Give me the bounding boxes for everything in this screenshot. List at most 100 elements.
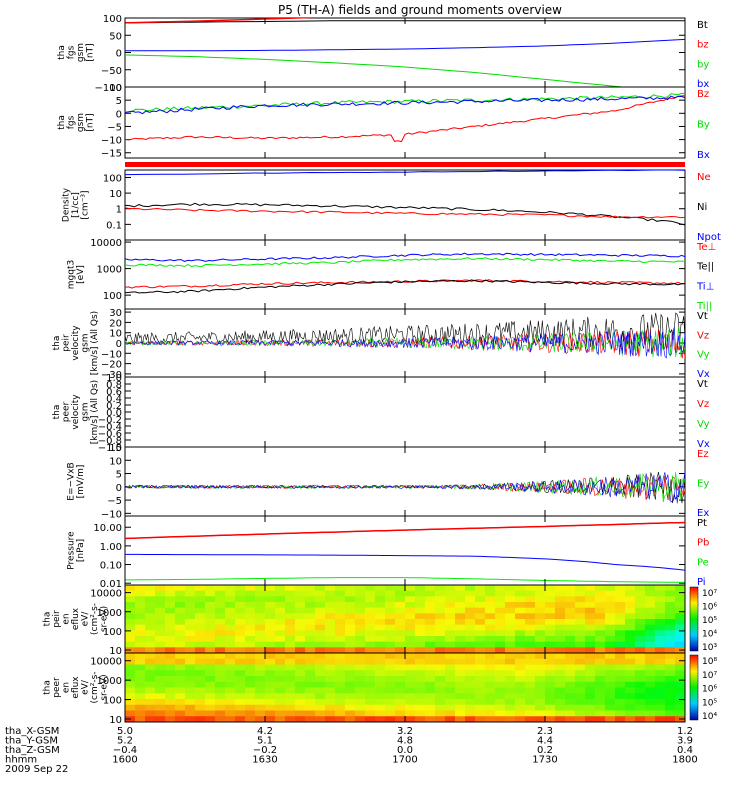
spectrogram-cell — [205, 607, 216, 614]
spectrogram-cell — [665, 687, 676, 694]
spectrogram-cell — [655, 607, 666, 614]
colorbar-peir_eflux — [689, 586, 699, 652]
spectrogram-cell — [325, 699, 336, 706]
spectrogram-cell — [455, 647, 466, 653]
spectrogram-cell — [665, 613, 676, 620]
spectrogram-cell — [225, 681, 236, 689]
spectrogram-cell — [175, 619, 186, 626]
spectrogram-cell — [555, 676, 566, 683]
spectrogram-cell — [245, 624, 256, 631]
spectrogram-cell — [645, 619, 656, 626]
series-bx — [125, 38, 685, 52]
spectrogram-cell — [245, 664, 256, 671]
spectrogram-cell — [405, 704, 416, 712]
spectrogram-cell — [655, 647, 666, 653]
x-tick-value: −0.4 — [113, 745, 137, 756]
spectrogram-cell — [505, 653, 516, 660]
spectrogram-cell — [665, 607, 676, 614]
legend-vx: Vx — [697, 439, 710, 450]
spectrogram-cell — [125, 636, 136, 643]
spectrogram-cell — [215, 607, 226, 614]
spectrogram-cell — [455, 641, 466, 648]
spectrogram-cell — [625, 716, 636, 722]
spectrogram-cell — [535, 613, 546, 620]
spectrogram-cell — [455, 710, 466, 717]
spectrogram-cell — [165, 641, 176, 648]
spectrogram-cell — [385, 647, 396, 653]
spectrogram-cell — [585, 630, 596, 637]
spectrogram-cell — [525, 699, 536, 706]
spectrogram-cell — [525, 636, 536, 643]
spectrogram-cell — [215, 647, 226, 653]
spectrogram-cell — [195, 624, 206, 631]
spectrogram-cell — [385, 653, 396, 660]
spectrogram-cell — [215, 704, 226, 712]
spectrogram-cell — [455, 670, 466, 677]
spectrogram-cell — [195, 693, 206, 700]
series-efield-3 — [125, 471, 685, 504]
spectrogram-cell — [635, 699, 646, 706]
spectrogram-cell — [555, 710, 566, 717]
y-tick-label: 0.8 — [106, 380, 122, 391]
spectrogram-cell — [585, 590, 596, 597]
spectrogram-cell — [305, 710, 316, 717]
spectrogram-cell — [605, 602, 616, 609]
spectrogram-cell — [605, 687, 616, 694]
spectrogram-cell — [155, 699, 166, 706]
spectrogram-cell — [205, 670, 216, 677]
spectrogram-cell — [565, 681, 576, 689]
spectrogram-cell — [305, 699, 316, 706]
spectrogram-cell — [205, 630, 216, 637]
spectrogram-cell — [225, 687, 236, 694]
spectrogram-cell — [575, 664, 586, 671]
y-tick-label: −100 — [95, 83, 122, 94]
spectrogram-cell — [585, 670, 596, 677]
spectrogram-cell — [675, 590, 685, 597]
spectrogram-cell — [585, 585, 596, 592]
spectrogram-cell — [495, 693, 506, 700]
spectrogram-cell — [405, 624, 416, 631]
spectrogram-cell — [335, 624, 346, 631]
legend-bz: Bz — [697, 89, 709, 100]
spectrogram-cell — [675, 602, 685, 609]
spectrogram-cell — [265, 716, 276, 722]
legend-ne: Ne — [697, 172, 711, 183]
spectrogram-cell — [555, 607, 566, 614]
series-by — [125, 54, 627, 87]
spectrogram-cell — [335, 619, 346, 626]
panel-frame-pressure — [124, 515, 686, 586]
spectrogram-cell — [595, 613, 606, 620]
spectrogram-cell — [175, 670, 186, 677]
spectrogram-cell — [605, 647, 616, 653]
spectrogram-cell — [255, 585, 266, 592]
spectrogram-cell — [585, 613, 596, 620]
spectrogram-cell — [425, 602, 436, 609]
spectrogram-cell — [565, 619, 576, 626]
spectrogram-cell — [615, 647, 626, 653]
spectrogram-cell — [395, 699, 406, 706]
spectrogram-cell — [455, 699, 466, 706]
spectrogram-cell — [625, 670, 636, 677]
y-tick-label: 0.2 — [106, 401, 122, 412]
spectrogram-cell — [675, 693, 685, 700]
spectrogram-cell — [615, 624, 626, 631]
spectrogram-cell — [585, 658, 596, 666]
spectrogram-cell — [445, 607, 456, 614]
spectrogram-cell — [185, 624, 196, 631]
spectrogram-cell — [125, 681, 136, 689]
series-p-pb — [125, 521, 685, 540]
spectrogram-cell — [295, 704, 306, 712]
y-tick-label: 1000 — [97, 265, 122, 276]
spectrogram-cell — [425, 693, 436, 700]
spectrogram-cell — [615, 687, 626, 694]
spectrogram-cell — [255, 641, 266, 648]
spectrogram-cell — [565, 670, 576, 677]
spectrogram-cell — [245, 676, 256, 683]
spectrogram-cell — [345, 710, 356, 717]
spectrogram-cell — [285, 641, 296, 648]
spectrogram-cell — [425, 670, 436, 677]
spectrogram-cell — [225, 630, 236, 637]
spectrogram-cell — [655, 624, 666, 631]
spectrogram-cell — [155, 693, 166, 700]
spectrogram-cell — [375, 602, 386, 609]
